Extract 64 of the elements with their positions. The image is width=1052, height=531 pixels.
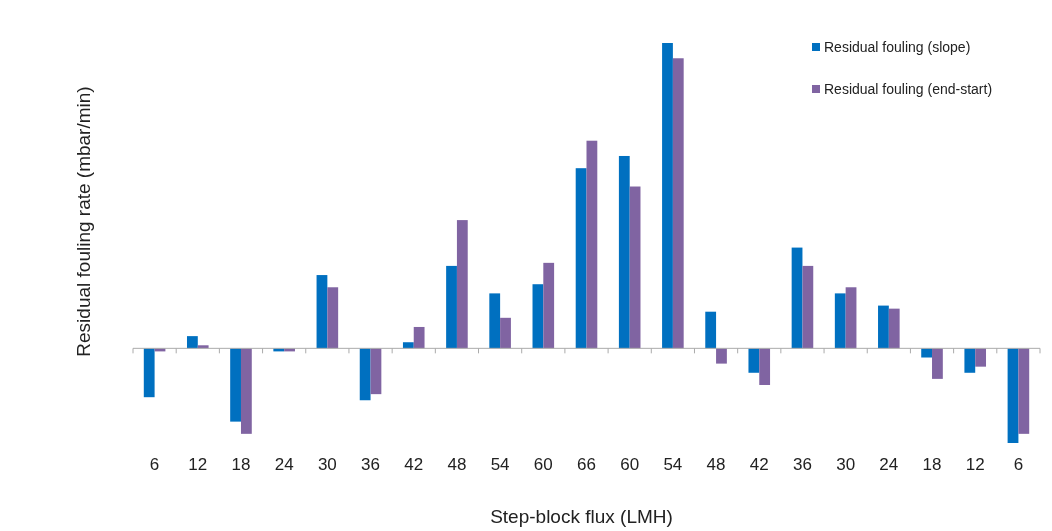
bar	[327, 287, 339, 349]
bar	[834, 293, 846, 349]
bar	[143, 348, 155, 398]
bar	[932, 348, 943, 379]
bar	[921, 348, 933, 358]
bar	[964, 348, 976, 373]
bar	[197, 345, 209, 349]
bar	[672, 58, 684, 349]
legend-label: Residual fouling (end-start)	[824, 81, 993, 97]
bar	[489, 293, 501, 349]
x-tick-label: 54	[663, 455, 683, 474]
bar	[618, 155, 630, 349]
bar	[716, 348, 727, 364]
x-tick-label: 18	[922, 455, 942, 474]
bar	[446, 265, 457, 349]
x-tick-label: 30	[317, 455, 337, 474]
x-tick-label: 54	[490, 455, 510, 474]
bar	[888, 308, 900, 349]
x-tick-label: 30	[836, 455, 856, 474]
bar	[402, 342, 414, 349]
x-tick-label: 66	[577, 455, 596, 474]
bar	[359, 348, 371, 401]
bar	[748, 348, 760, 373]
x-tick-label: 6	[149, 455, 160, 474]
bar	[845, 287, 857, 349]
bar	[240, 348, 252, 434]
bar	[370, 348, 382, 395]
x-tick-label: 18	[231, 455, 251, 474]
x-tick-label: 42	[749, 455, 769, 474]
x-tick-label: 42	[404, 455, 424, 474]
x-tick-label: 24	[274, 455, 294, 474]
bar	[705, 311, 717, 349]
bar	[532, 284, 544, 349]
x-axis-title: Step-block flux (LMH)	[490, 506, 673, 527]
x-tick-label: 60	[620, 455, 640, 474]
x-tick-label: 36	[361, 455, 381, 474]
bar	[575, 168, 587, 349]
y-axis-title: Residual fouling rate (mbar/min)	[73, 86, 94, 357]
bar	[230, 348, 241, 422]
bar	[629, 186, 641, 349]
bar	[802, 265, 814, 349]
bar	[878, 305, 889, 349]
x-tick-label: 24	[879, 455, 899, 474]
bar	[543, 262, 555, 349]
bar	[186, 336, 198, 349]
x-tick-label: 48	[447, 455, 467, 474]
bar	[975, 348, 987, 367]
bar	[500, 317, 511, 349]
bar	[413, 326, 425, 349]
x-tick-label: 48	[706, 455, 726, 474]
x-tick-label: 60	[533, 455, 553, 474]
x-tick-label: 6	[1013, 455, 1024, 474]
bar	[1007, 348, 1019, 443]
bar	[759, 348, 771, 385]
bar	[662, 43, 673, 349]
legend-label: Residual fouling (slope)	[824, 39, 971, 55]
bar	[456, 220, 468, 349]
bar	[586, 140, 598, 349]
x-tick-label: 12	[965, 455, 985, 474]
bar	[1018, 348, 1030, 434]
bar	[791, 247, 803, 349]
bar	[316, 275, 328, 349]
x-tick-label: 12	[188, 455, 208, 474]
x-tick-label: 36	[792, 455, 812, 474]
